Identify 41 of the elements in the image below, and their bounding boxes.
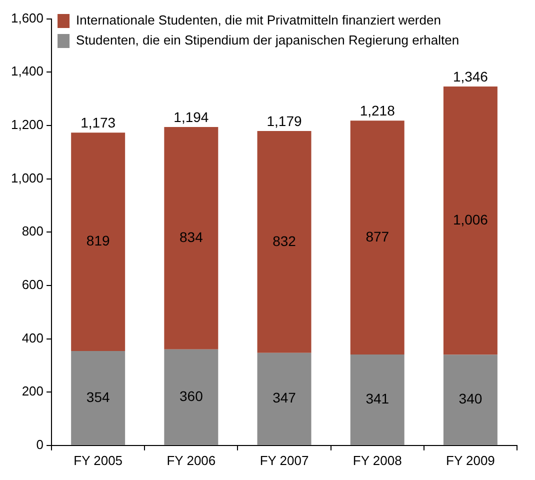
y-tick-label: 0 bbox=[36, 436, 44, 452]
y-tick-label: 200 bbox=[22, 384, 44, 399]
legend-label: Studenten, die ein Stipendium der japanischen Regierung erhalten bbox=[76, 32, 460, 48]
total-label: 1,173 bbox=[80, 114, 116, 131]
bar bbox=[350, 120, 404, 354]
data-label: 347 bbox=[272, 390, 296, 406]
bar bbox=[257, 352, 312, 445]
bar bbox=[164, 127, 218, 350]
bar bbox=[443, 354, 498, 445]
data-label: 877 bbox=[366, 228, 390, 244]
bar bbox=[164, 349, 218, 445]
data-label: 360 bbox=[179, 388, 204, 404]
y-tick-label: 400 bbox=[22, 330, 44, 346]
x-tick-label: FY 2007 bbox=[260, 452, 309, 468]
data-label: 832 bbox=[272, 232, 296, 249]
y-tick-label: 800 bbox=[22, 224, 44, 239]
y-tick-label: 1,600 bbox=[10, 10, 44, 26]
y-tick-label: 1,000 bbox=[10, 170, 44, 186]
x-tick-label: FY 2006 bbox=[166, 452, 216, 468]
y-tick-label: 1,400 bbox=[10, 64, 44, 79]
total-label: 1,194 bbox=[174, 108, 209, 125]
y-tick-label: 600 bbox=[22, 277, 44, 292]
y-tick-label: 1,200 bbox=[10, 117, 44, 132]
bar bbox=[71, 132, 126, 352]
total-label: 1,179 bbox=[266, 112, 302, 129]
x-tick-label: FY 2005 bbox=[74, 452, 123, 468]
bar bbox=[257, 131, 312, 353]
bar bbox=[350, 354, 404, 445]
data-label: 340 bbox=[458, 390, 482, 407]
total-label: 1,218 bbox=[360, 102, 396, 119]
legend-label: Internationale Studenten, die mit Privatmitteln finanziert werden bbox=[76, 12, 441, 28]
total-label: 1,346 bbox=[452, 68, 488, 84]
data-label: 834 bbox=[179, 229, 204, 246]
data-label: 341 bbox=[366, 390, 390, 407]
x-tick-label: FY 2008 bbox=[352, 452, 402, 468]
bar bbox=[443, 86, 498, 355]
data-label: 1,006 bbox=[452, 211, 488, 228]
bar bbox=[71, 351, 126, 445]
data-label: 819 bbox=[86, 232, 110, 249]
x-tick-label: FY 2009 bbox=[446, 452, 495, 468]
data-label: 354 bbox=[86, 388, 110, 405]
